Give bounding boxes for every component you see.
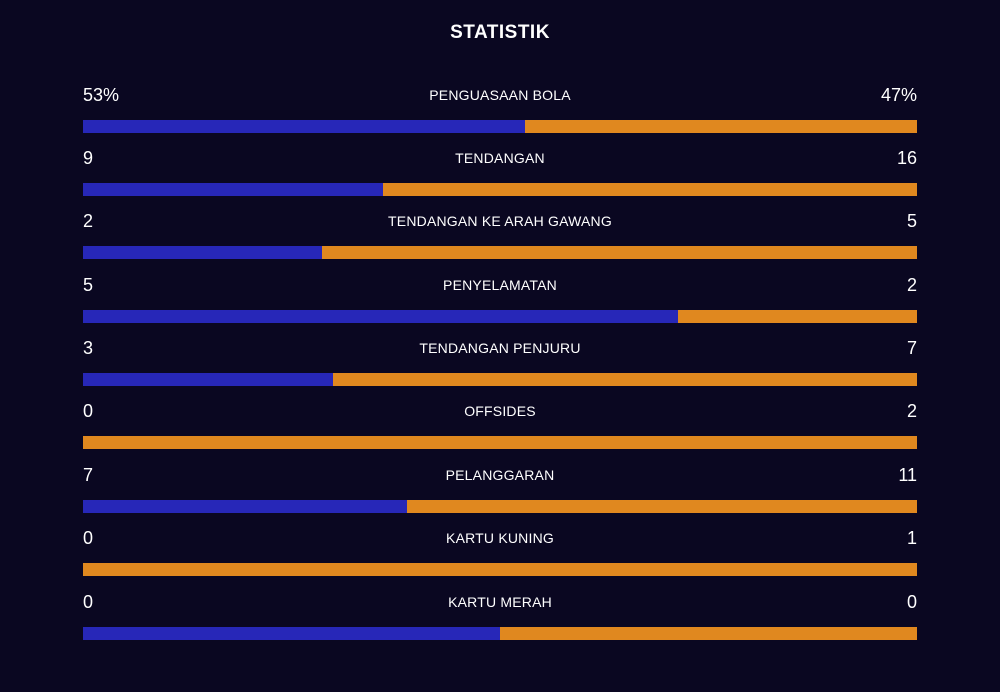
- page-title: STATISTIK: [450, 22, 550, 43]
- home-value: 5: [83, 275, 94, 295]
- stat-row-offsides: 0 OFFSIDES 2: [83, 400, 917, 450]
- stat-row-red-cards: 0 KARTU MERAH 0: [83, 591, 917, 641]
- stat-label: PENYELAMATAN: [443, 277, 557, 293]
- comparison-bar: [83, 436, 917, 449]
- stat-label: TENDANGAN PENJURU: [419, 340, 581, 356]
- home-value: 2: [83, 211, 94, 231]
- comparison-bar: [83, 246, 917, 259]
- away-value: 7: [906, 338, 917, 358]
- home-value: 7: [83, 465, 94, 485]
- comparison-bar: [83, 500, 917, 513]
- away-value: 2: [906, 275, 917, 295]
- stat-label: KARTU KUNING: [446, 530, 554, 546]
- stat-label: PENGUASAAN BOLA: [429, 87, 571, 103]
- stat-row-yellow-cards: 0 KARTU KUNING 1: [83, 527, 917, 577]
- away-value: 16: [896, 148, 917, 168]
- stat-label: OFFSIDES: [464, 403, 536, 419]
- comparison-bar: [83, 310, 917, 323]
- home-value: 0: [83, 592, 94, 612]
- stat-row-corners: 3 TENDANGAN PENJURU 7: [83, 337, 917, 387]
- home-value: 3: [83, 338, 94, 358]
- away-value: 11: [898, 465, 917, 485]
- home-value: 0: [83, 401, 94, 421]
- comparison-bar: [83, 627, 917, 640]
- away-value: 1: [906, 528, 917, 548]
- away-value: 2: [906, 401, 917, 421]
- comparison-bar: [83, 120, 917, 133]
- home-bar-fill: [83, 246, 322, 259]
- stat-label: KARTU MERAH: [448, 594, 552, 610]
- home-bar-fill: [83, 373, 334, 386]
- away-value: 0: [906, 592, 917, 612]
- stat-label: TENDANGAN: [455, 150, 545, 166]
- comparison-bar: [83, 183, 917, 196]
- away-value: 47%: [880, 85, 917, 105]
- home-bar-fill: [83, 627, 500, 640]
- stat-label: TENDANGAN KE ARAH GAWANG: [388, 213, 612, 229]
- home-bar-fill: [83, 310, 679, 323]
- home-bar-fill: [83, 120, 526, 133]
- stat-label: PELANGGARAN: [445, 467, 555, 483]
- stat-row-saves: 5 PENYELAMATAN 2: [83, 274, 917, 324]
- comparison-bar: [83, 563, 917, 576]
- comparison-bar: [83, 373, 917, 386]
- stat-row-possession: 53% PENGUASAAN BOLA 47%: [83, 84, 917, 134]
- home-bar-fill: [83, 500, 408, 513]
- stat-row-shots: 9 TENDANGAN 16: [83, 147, 917, 197]
- away-value: 5: [906, 211, 917, 231]
- stat-row-fouls: 7 PELANGGARAN 11: [83, 464, 917, 514]
- home-value: 53%: [83, 85, 120, 105]
- home-value: 9: [83, 148, 94, 168]
- home-bar-fill: [83, 183, 384, 196]
- home-value: 0: [83, 528, 94, 548]
- stat-row-shots-on-target: 2 TENDANGAN KE ARAH GAWANG 5: [83, 210, 917, 260]
